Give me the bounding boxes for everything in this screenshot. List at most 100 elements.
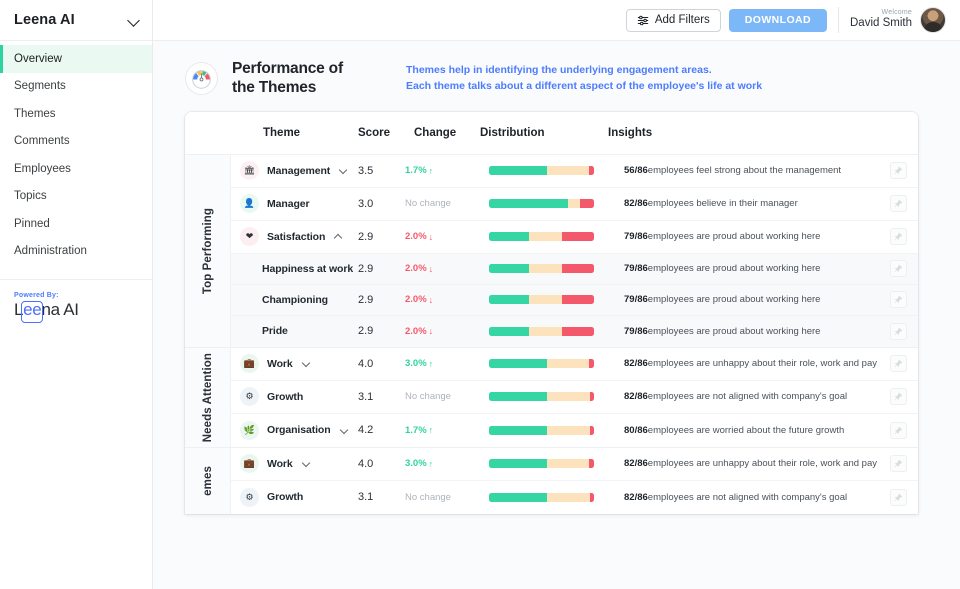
insight-cell: 79/86 employees are proud about working … bbox=[624, 231, 878, 242]
logo-part-a: L bbox=[14, 300, 24, 319]
add-filters-button[interactable]: Add Filters bbox=[625, 8, 721, 32]
arrow-down-icon: ↓ bbox=[428, 326, 434, 337]
pin-icon[interactable] bbox=[889, 355, 907, 373]
brand-header[interactable]: Leena AI bbox=[0, 0, 152, 41]
insight-text: employees are proud about working here bbox=[647, 325, 821, 337]
column-header-change: Change bbox=[414, 126, 457, 139]
pin-icon[interactable] bbox=[889, 195, 907, 213]
table-row[interactable]: ❤ Satisfaction 2.9 2.0% ↓ 79/86 employees are… bbox=[231, 221, 918, 254]
insight-cell: 82/86 employees are unhappy about their … bbox=[624, 358, 878, 369]
download-button[interactable]: DOWNLOAD bbox=[728, 8, 827, 32]
chevron-down-icon[interactable] bbox=[339, 166, 348, 175]
organisation-icon: 🌿 bbox=[240, 420, 259, 440]
sidebar-item-pinned[interactable]: Pinned bbox=[0, 210, 152, 238]
table-row[interactable]: 🌿 Organisation 4.2 1.7% ↑ 80/86 employees are… bbox=[231, 414, 918, 447]
pin-icon[interactable] bbox=[889, 228, 907, 246]
arrow-up-icon: ↑ bbox=[428, 165, 434, 176]
add-filters-label: Add Filters bbox=[654, 14, 710, 26]
insight-count: 82/86 bbox=[624, 391, 648, 403]
table-row[interactable]: ⚙ Growth 3.1 No change 82/86 employees are n… bbox=[231, 381, 918, 414]
pin-icon[interactable] bbox=[889, 455, 907, 473]
column-header-score: Score bbox=[358, 126, 390, 139]
sidebar-item-label: Pinned bbox=[14, 217, 50, 230]
table-row[interactable]: 🏛 Management 3.5 1.7% ↑ 56/86 employees feel … bbox=[231, 155, 918, 188]
sidebar-item-label: Employees bbox=[14, 162, 71, 175]
chevron-down-icon[interactable] bbox=[128, 14, 140, 26]
change-value: No change bbox=[405, 492, 489, 503]
powered-by-block: Powered By: Leena AI bbox=[0, 279, 152, 323]
distribution-segment-positive bbox=[489, 392, 547, 402]
distribution-segment-neutral bbox=[546, 166, 589, 176]
pin-cell bbox=[878, 421, 918, 439]
change-text: 1.7% bbox=[405, 165, 427, 177]
subtitle-line-2: Each theme talks about a different aspec… bbox=[406, 80, 763, 93]
chevron-down-icon[interactable] bbox=[302, 359, 311, 368]
avatar[interactable] bbox=[920, 7, 946, 33]
page-subtitle: Themes help in identifying the underlyin… bbox=[406, 62, 762, 95]
distribution-bar bbox=[489, 232, 594, 242]
distribution-segment-positive bbox=[489, 295, 529, 305]
pin-cell bbox=[878, 322, 918, 340]
chevron-up-icon[interactable] bbox=[334, 232, 343, 241]
pin-cell bbox=[878, 162, 918, 180]
theme-cell: Happiness at work bbox=[262, 263, 358, 275]
insight-text: employees are proud about working here bbox=[647, 294, 821, 306]
theme-cell: ⚙ Growth bbox=[240, 487, 358, 507]
insight-count: 79/86 bbox=[624, 325, 648, 337]
table-section: Top Performing 🏛 Management 3.5 1.7% ↑ 56/86 e… bbox=[185, 154, 918, 348]
table-row[interactable]: ⚙ Growth 3.1 No change 82/86 employees are n… bbox=[231, 481, 918, 514]
theme-cell: 🏛 Management bbox=[240, 161, 358, 181]
score-value: 3.5 bbox=[358, 164, 374, 177]
score-value: 3.0 bbox=[358, 197, 374, 210]
sidebar-item-segments[interactable]: Segments bbox=[0, 73, 152, 101]
pin-icon[interactable] bbox=[889, 291, 907, 309]
table-subrow[interactable]: Happiness at work 2.9 2.0% ↓ 79/86 employees… bbox=[231, 253, 918, 285]
chevron-down-icon[interactable] bbox=[340, 426, 349, 435]
sidebar-item-employees[interactable]: Employees bbox=[0, 155, 152, 183]
sidebar-item-themes[interactable]: Themes bbox=[0, 100, 152, 128]
insight-count: 82/86 bbox=[624, 358, 648, 370]
change-value: 2.0% ↓ bbox=[405, 294, 489, 305]
column-header-insights: Insights bbox=[608, 126, 653, 139]
brand-name: Leena AI bbox=[14, 12, 75, 28]
theme-cell: 💼 Work bbox=[240, 454, 358, 474]
pin-icon[interactable] bbox=[889, 162, 907, 180]
table-row[interactable]: 💼 Work 4.0 3.0% ↑ 82/86 employees are unhappy… bbox=[231, 448, 918, 481]
insight-cell: 82/86 employees are not aligned with com… bbox=[624, 492, 878, 503]
chevron-down-icon[interactable] bbox=[302, 459, 311, 468]
pin-icon[interactable] bbox=[889, 421, 907, 439]
change-text: No change bbox=[405, 491, 451, 503]
growth-icon: ⚙ bbox=[240, 387, 259, 407]
distribution-segment-positive bbox=[489, 425, 547, 435]
insight-text: employees are worried about the future g… bbox=[647, 424, 845, 436]
sidebar-item-overview[interactable]: Overview bbox=[0, 45, 152, 73]
table-sections: Top Performing 🏛 Management 3.5 1.7% ↑ 56/86 e… bbox=[185, 154, 918, 514]
insight-cell: 56/86 employees feel strong about the ma… bbox=[624, 165, 878, 176]
distribution-segment-neutral bbox=[528, 232, 563, 242]
distribution-segment-neutral bbox=[528, 295, 563, 305]
sidebar-item-administration[interactable]: Administration bbox=[0, 238, 152, 266]
sidebar-item-topics[interactable]: Topics bbox=[0, 183, 152, 211]
change-value: 2.0% ↓ bbox=[405, 263, 489, 274]
table-subrow[interactable]: Championing 2.9 2.0% ↓ 79/86 employees are p… bbox=[231, 284, 918, 316]
pin-icon[interactable] bbox=[889, 322, 907, 340]
change-value: 2.0% ↓ bbox=[405, 326, 489, 337]
table-row[interactable]: 💼 Work 4.0 3.0% ↑ 82/86 employees are unhappy… bbox=[231, 348, 918, 381]
pin-icon[interactable] bbox=[889, 488, 907, 506]
insight-text: employees are not aligned with company's… bbox=[647, 491, 848, 503]
pin-icon[interactable] bbox=[889, 388, 907, 406]
insight-cell: 80/86 employees are worried about the fu… bbox=[624, 425, 878, 436]
top-bar: Add Filters DOWNLOAD Welcome David Smith bbox=[153, 0, 960, 41]
table-subrow[interactable]: Pride 2.9 2.0% ↓ 79/86 employees are proud a… bbox=[231, 315, 918, 347]
sidebar-item-comments[interactable]: Comments bbox=[0, 128, 152, 156]
toolbar-divider bbox=[838, 7, 839, 33]
change-value: 3.0% ↑ bbox=[405, 358, 489, 369]
pin-cell bbox=[878, 260, 918, 278]
pin-icon[interactable] bbox=[889, 260, 907, 278]
table-row[interactable]: 👤 Manager 3.0 No change 82/86 employees beli… bbox=[231, 188, 918, 221]
theme-name: Work bbox=[267, 357, 293, 370]
distribution-cell bbox=[489, 392, 624, 402]
distribution-segment-negative bbox=[562, 326, 594, 336]
user-block[interactable]: Welcome David Smith bbox=[850, 7, 946, 33]
distribution-segment-positive bbox=[489, 459, 547, 469]
